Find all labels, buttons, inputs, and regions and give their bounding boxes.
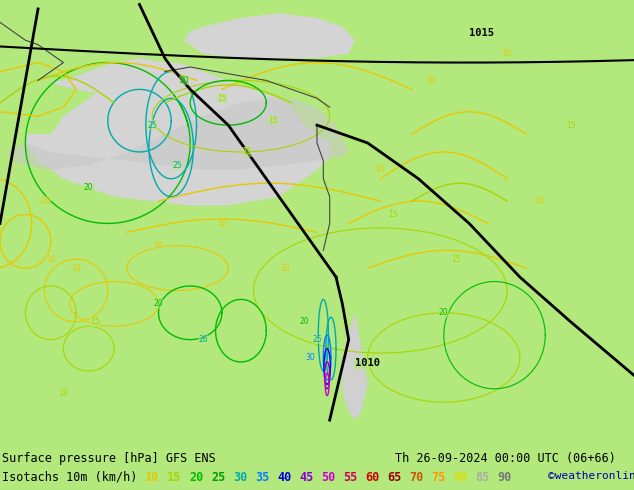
Text: 10: 10: [534, 196, 544, 206]
Text: 1010: 1010: [355, 359, 380, 368]
Text: 15: 15: [167, 471, 181, 484]
Text: 15: 15: [388, 210, 398, 219]
Text: 30: 30: [306, 353, 316, 362]
Text: 25: 25: [172, 161, 183, 170]
Polygon shape: [184, 13, 355, 58]
Text: 10: 10: [46, 255, 56, 264]
Text: 10: 10: [375, 165, 385, 174]
Text: 10: 10: [153, 241, 164, 250]
Text: Th 26-09-2024 00:00 UTC (06+66): Th 26-09-2024 00:00 UTC (06+66): [395, 452, 616, 465]
Text: 10: 10: [426, 76, 436, 85]
Text: 15: 15: [217, 94, 227, 103]
Text: 20: 20: [84, 183, 94, 192]
Text: 50: 50: [321, 471, 335, 484]
Text: 26: 26: [198, 335, 208, 344]
Text: 90: 90: [497, 471, 511, 484]
Text: 15: 15: [268, 116, 278, 125]
Text: 10: 10: [71, 264, 81, 272]
Text: 80: 80: [453, 471, 467, 484]
Text: 15: 15: [566, 121, 576, 130]
Text: 75: 75: [431, 471, 445, 484]
Text: -20: -20: [38, 196, 51, 206]
Text: 65: 65: [387, 471, 401, 484]
Text: 45: 45: [299, 471, 313, 484]
Polygon shape: [6, 98, 349, 170]
Text: 10: 10: [217, 219, 227, 228]
Text: 1015: 1015: [469, 28, 494, 38]
Text: 20: 20: [189, 471, 204, 484]
Text: 15: 15: [242, 147, 252, 156]
Text: 20: 20: [439, 308, 449, 318]
Text: 10: 10: [502, 49, 512, 58]
Text: 15: 15: [451, 255, 462, 264]
Text: 70: 70: [409, 471, 424, 484]
Text: 10: 10: [145, 471, 159, 484]
Text: 15: 15: [90, 317, 100, 326]
Text: 40: 40: [277, 471, 291, 484]
Text: 20: 20: [153, 299, 164, 308]
Text: 18: 18: [59, 389, 68, 398]
Text: Surface pressure [hPa] GFS ENS: Surface pressure [hPa] GFS ENS: [2, 452, 216, 465]
Polygon shape: [342, 313, 368, 420]
Text: 20: 20: [179, 76, 189, 85]
Text: 85: 85: [475, 471, 489, 484]
Polygon shape: [25, 63, 330, 206]
Text: 60: 60: [365, 471, 379, 484]
Text: 25: 25: [312, 335, 322, 344]
Text: 10: 10: [280, 264, 290, 272]
Text: 25: 25: [147, 121, 157, 130]
Text: 25: 25: [211, 471, 225, 484]
Text: 55: 55: [343, 471, 357, 484]
Text: Isotachs 10m (km/h): Isotachs 10m (km/h): [2, 471, 138, 484]
Text: 20: 20: [299, 317, 309, 326]
Text: 35: 35: [255, 471, 269, 484]
Text: ©weatheronline.co.uk: ©weatheronline.co.uk: [548, 471, 634, 481]
Polygon shape: [51, 58, 190, 98]
Text: 30: 30: [233, 471, 247, 484]
